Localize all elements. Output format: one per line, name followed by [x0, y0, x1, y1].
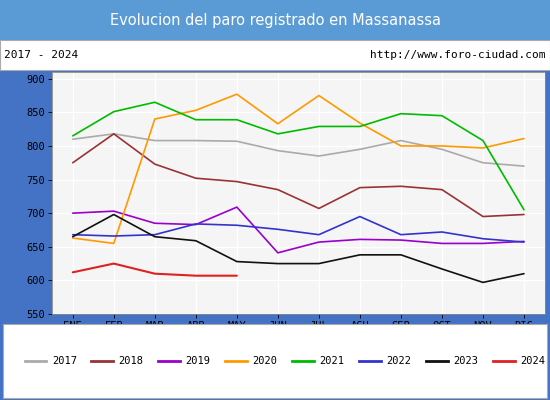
Text: 2021: 2021: [320, 356, 344, 366]
Text: 2024: 2024: [520, 356, 545, 366]
Text: 2017: 2017: [52, 356, 77, 366]
Text: http://www.foro-ciudad.com: http://www.foro-ciudad.com: [370, 50, 546, 60]
Text: 2020: 2020: [252, 356, 277, 366]
Text: 2018: 2018: [119, 356, 144, 366]
Text: 2022: 2022: [386, 356, 411, 366]
Text: 2023: 2023: [453, 356, 478, 366]
Text: Evolucion del paro registrado en Massanassa: Evolucion del paro registrado en Massana…: [109, 14, 441, 28]
Text: 2017 - 2024: 2017 - 2024: [4, 50, 79, 60]
Text: 2019: 2019: [185, 356, 211, 366]
